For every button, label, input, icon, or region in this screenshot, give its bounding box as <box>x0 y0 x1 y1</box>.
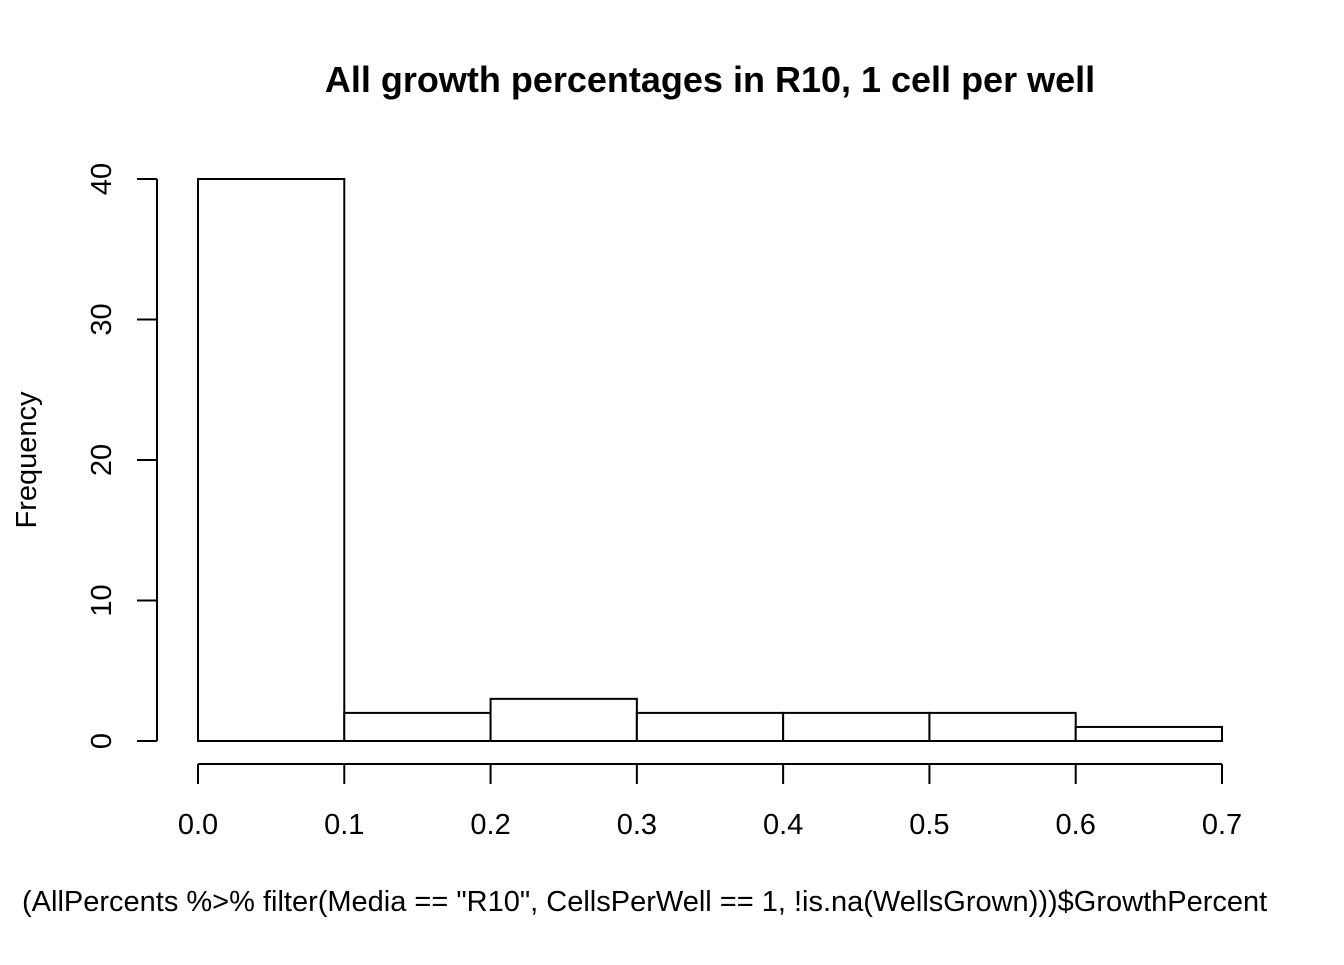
x-tick-label: 0.4 <box>763 809 803 841</box>
x-tick-label: 0.3 <box>617 809 657 841</box>
x-tick-label: 0.7 <box>1202 809 1242 841</box>
x-axis: 0.0 0.1 0.2 0.3 0.4 0.5 0.6 0.7 <box>178 763 1242 841</box>
histogram-bar-6 <box>1074 725 1223 743</box>
y-axis: 0 10 20 30 40 <box>86 163 158 749</box>
y-tick-label: 10 <box>86 584 118 616</box>
x-tick-label: 0.0 <box>178 809 218 841</box>
x-tick-label: 0.6 <box>1056 809 1096 841</box>
histogram-bars <box>197 178 1223 743</box>
x-axis-label: (AllPercents %>% filter(Media == "R10", … <box>22 886 1267 918</box>
chart-title: All growth percentages in R10, 1 cell pe… <box>325 59 1095 100</box>
histogram-bar-0 <box>197 178 346 742</box>
x-tick-label: 0.5 <box>909 809 949 841</box>
y-tick-label: 20 <box>86 444 118 476</box>
histogram-bar-4 <box>782 711 931 743</box>
y-tick-label: 40 <box>86 163 118 195</box>
y-tick-label: 30 <box>86 303 118 335</box>
x-tick-label: 0.2 <box>470 809 510 841</box>
y-axis-label: Frequency <box>11 391 43 529</box>
histogram-bar-3 <box>635 711 785 743</box>
y-tick-label: 0 <box>86 733 118 749</box>
histogram-bar-2 <box>489 697 638 742</box>
x-tick-label: 0.1 <box>324 809 364 841</box>
histogram-bar-1 <box>343 711 492 743</box>
histogram-bar-5 <box>928 711 1077 743</box>
